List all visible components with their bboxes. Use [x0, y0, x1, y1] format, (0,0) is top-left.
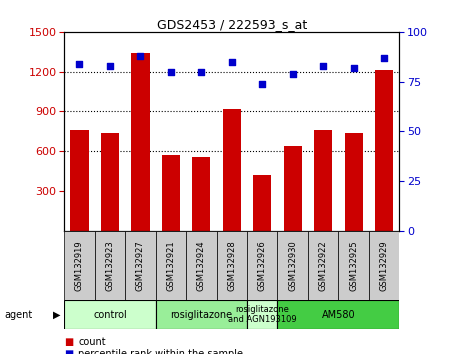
Text: GSM132919: GSM132919: [75, 240, 84, 291]
Bar: [345, 133, 363, 231]
Text: GSM132923: GSM132923: [106, 240, 114, 291]
Point: [137, 53, 144, 58]
Bar: [223, 109, 241, 231]
Text: AM580: AM580: [322, 309, 355, 320]
Title: GDS2453 / 222593_s_at: GDS2453 / 222593_s_at: [157, 18, 307, 31]
Bar: [247, 300, 278, 329]
Bar: [278, 231, 308, 300]
Text: ▶: ▶: [53, 309, 60, 320]
Bar: [162, 155, 180, 231]
Bar: [70, 130, 89, 231]
Bar: [369, 231, 399, 300]
Text: rosiglitazone
and AGN193109: rosiglitazone and AGN193109: [228, 305, 297, 324]
Bar: [64, 300, 156, 329]
Point: [198, 69, 205, 74]
Text: control: control: [93, 309, 127, 320]
Bar: [284, 146, 302, 231]
Bar: [101, 133, 119, 231]
Text: GSM132925: GSM132925: [349, 240, 358, 291]
Point: [258, 81, 266, 86]
Text: GSM132924: GSM132924: [197, 240, 206, 291]
Bar: [156, 231, 186, 300]
Bar: [375, 70, 393, 231]
Text: rosiglitazone: rosiglitazone: [170, 309, 232, 320]
Bar: [247, 231, 278, 300]
Text: GSM132930: GSM132930: [288, 240, 297, 291]
Bar: [314, 130, 332, 231]
Bar: [192, 156, 211, 231]
Text: ■: ■: [64, 349, 73, 354]
Point: [106, 63, 114, 69]
Bar: [125, 231, 156, 300]
Text: percentile rank within the sample: percentile rank within the sample: [78, 349, 243, 354]
Bar: [156, 300, 247, 329]
Bar: [64, 231, 95, 300]
Text: GSM132926: GSM132926: [258, 240, 267, 291]
Text: count: count: [78, 337, 106, 347]
Point: [76, 61, 83, 67]
Bar: [186, 231, 217, 300]
Point: [381, 55, 388, 61]
Point: [319, 63, 327, 69]
Text: ■: ■: [64, 337, 73, 347]
Point: [289, 71, 297, 76]
Point: [228, 59, 235, 64]
Bar: [95, 231, 125, 300]
Bar: [217, 231, 247, 300]
Bar: [253, 175, 271, 231]
Text: GSM132922: GSM132922: [319, 240, 328, 291]
Point: [350, 65, 357, 70]
Text: GSM132921: GSM132921: [166, 240, 175, 291]
Bar: [338, 231, 369, 300]
Text: agent: agent: [5, 309, 33, 320]
Text: GSM132929: GSM132929: [380, 240, 389, 291]
Point: [167, 69, 174, 74]
Text: GSM132928: GSM132928: [227, 240, 236, 291]
Bar: [278, 300, 399, 329]
Bar: [308, 231, 338, 300]
Bar: [131, 53, 150, 231]
Text: GSM132927: GSM132927: [136, 240, 145, 291]
